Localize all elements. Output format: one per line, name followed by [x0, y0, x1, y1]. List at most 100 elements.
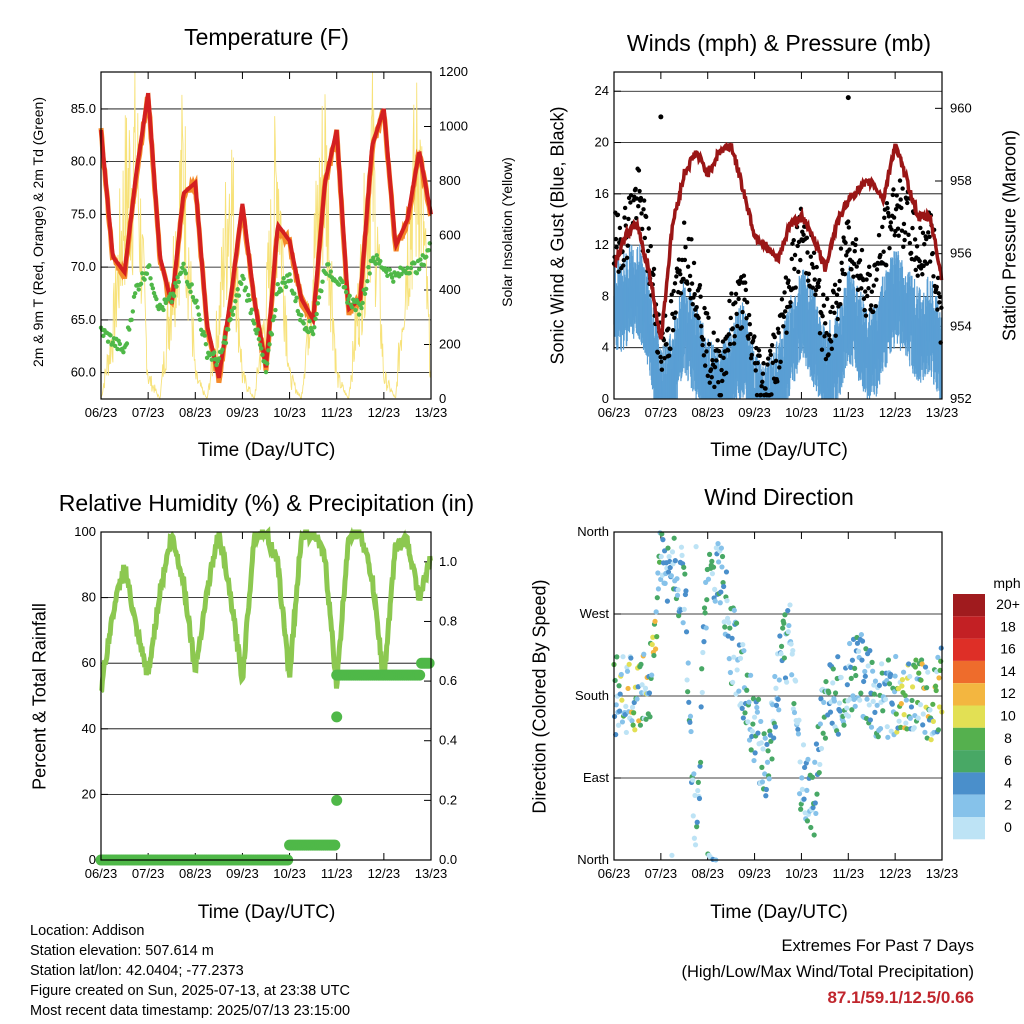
- dewpoint-point: [391, 279, 396, 284]
- gust-point: [681, 276, 686, 282]
- gust-point: [813, 287, 819, 293]
- gust-point: [613, 236, 619, 242]
- gust-point: [769, 392, 774, 397]
- direction-point: [685, 660, 691, 666]
- pressure-series: [612, 141, 944, 340]
- gust-point: [760, 371, 766, 376]
- direction-point: [927, 707, 933, 713]
- dewpoint-point: [105, 339, 111, 344]
- gust-point: [855, 287, 861, 293]
- gust-point: [931, 274, 936, 279]
- direction-point: [617, 691, 623, 697]
- gust-point: [714, 358, 719, 363]
- dewpoint-point: [292, 291, 297, 296]
- gust-point: [775, 379, 780, 384]
- direction-point: [771, 735, 777, 741]
- direction-point: [656, 559, 663, 565]
- dewpoint-point: [249, 307, 255, 312]
- direction-point: [804, 787, 810, 793]
- gust-point: [670, 311, 675, 317]
- dewpoint-point: [362, 291, 368, 296]
- dewpoint-point: [293, 298, 298, 304]
- gust-point: [637, 188, 642, 194]
- gust-point: [711, 330, 716, 335]
- dewpoint-point: [247, 297, 252, 303]
- direction-point: [888, 728, 894, 734]
- direction-point: [739, 705, 745, 712]
- direction-point: [710, 564, 717, 570]
- gust-point: [640, 226, 645, 232]
- dewpoint-point: [306, 329, 311, 335]
- gust-point: [782, 290, 787, 295]
- gust-point: [819, 347, 825, 352]
- info-recent: Most recent data timestamp: 2025/07/13 2…: [30, 1003, 351, 1019]
- direction-point: [909, 684, 916, 690]
- direction-point: [759, 779, 766, 785]
- direction-point: [630, 722, 636, 728]
- direction-title: Wind Direction: [704, 484, 854, 510]
- direction-point: [683, 588, 689, 594]
- gust-point: [796, 269, 801, 275]
- gust-point: [935, 275, 941, 281]
- gust-point: [881, 249, 886, 254]
- direction-point: [702, 610, 708, 616]
- gust-point: [897, 178, 903, 183]
- dewpoint-point: [414, 271, 420, 276]
- direction-point: [776, 677, 782, 683]
- dewpoint-point: [201, 329, 206, 335]
- gust-point: [857, 258, 863, 263]
- gust-point: [791, 238, 796, 243]
- dewpoint-point: [254, 331, 259, 336]
- gust-point: [867, 272, 873, 278]
- direction-point: [859, 638, 866, 644]
- gust-point: [699, 323, 704, 329]
- direction-point: [852, 703, 858, 709]
- direction-point: [751, 757, 757, 764]
- x-tick-label: 08/23: [691, 405, 724, 420]
- gust-point: [662, 355, 667, 361]
- gust-point: [835, 316, 840, 322]
- direction-point: [924, 685, 930, 691]
- direction-point: [830, 666, 836, 672]
- direction-point: [765, 748, 771, 754]
- humidity-series: [99, 526, 433, 694]
- gust-point: [853, 242, 858, 248]
- legend-label: 14: [1000, 663, 1016, 679]
- plot-marks-3: [611, 530, 945, 863]
- dewpoint-point: [307, 318, 312, 324]
- dewpoint-point: [260, 352, 265, 358]
- gust-point: [685, 281, 690, 286]
- x-tick-label: 12/23: [879, 405, 912, 420]
- gust-point: [748, 355, 754, 361]
- y-tick-label: South: [575, 688, 609, 703]
- direction-point: [772, 724, 778, 730]
- gust-point: [914, 244, 920, 249]
- direction-point: [801, 796, 807, 802]
- legend-label: 20+: [996, 596, 1020, 612]
- direction-point: [722, 624, 728, 630]
- dewpoint-point: [174, 284, 179, 289]
- direction-point: [639, 682, 645, 688]
- gust-point: [892, 233, 897, 238]
- gust-point: [902, 237, 907, 243]
- gust-point: [700, 342, 705, 348]
- y-tick-label: 85.0: [71, 101, 96, 116]
- gust-point: [884, 262, 889, 268]
- direction-point: [918, 657, 925, 663]
- gust-point: [666, 326, 671, 331]
- direction-point: [853, 672, 859, 679]
- direction-point: [867, 648, 873, 654]
- x-tick-label: 11/23: [832, 866, 864, 881]
- gust-point: [816, 284, 821, 290]
- direction-point: [727, 625, 733, 631]
- direction-xlabel: Time (Day/UTC): [710, 902, 848, 923]
- direction-point: [740, 715, 746, 721]
- x-tick-label: 13/23: [926, 866, 959, 881]
- gust-point: [840, 267, 845, 273]
- gust-point: [817, 331, 823, 336]
- direction-point: [650, 634, 656, 640]
- gust-point: [759, 383, 764, 389]
- extremes-line1: Extremes For Past 7 Days: [781, 937, 974, 955]
- gust-point: [666, 353, 672, 358]
- gust-point: [836, 287, 842, 292]
